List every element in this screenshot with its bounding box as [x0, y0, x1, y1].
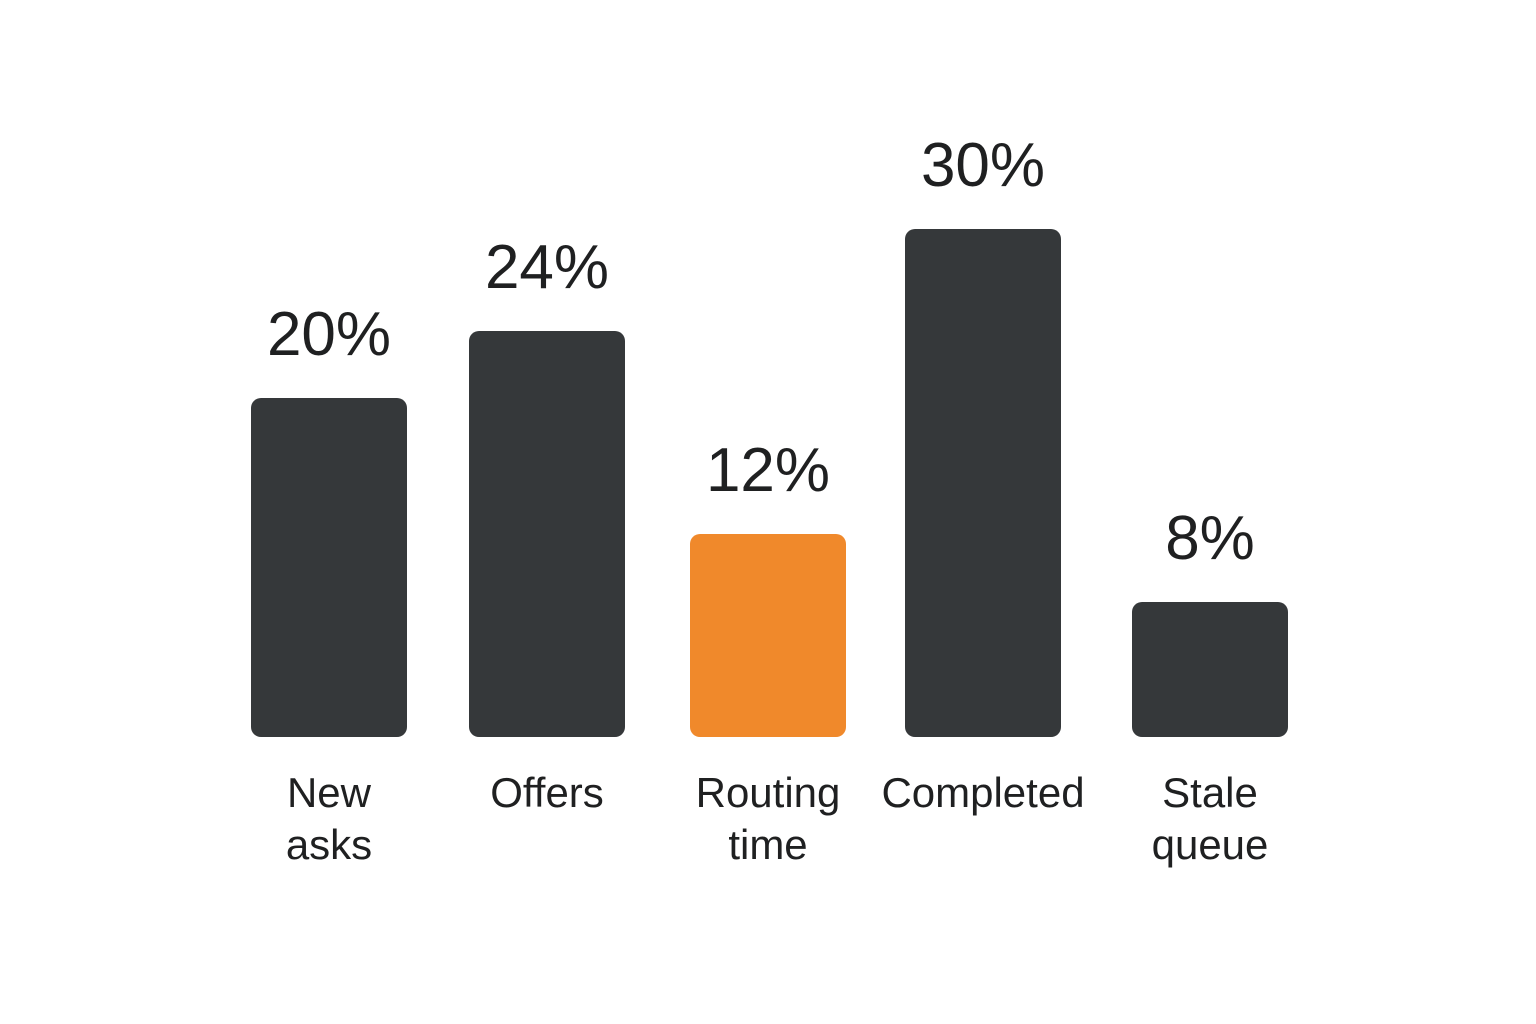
- bar: [1132, 601, 1288, 737]
- category-label: Routing time: [695, 769, 841, 868]
- value-label: 30%: [920, 131, 1046, 200]
- category-label: New asks: [285, 769, 373, 868]
- category-label: Offers: [490, 769, 604, 816]
- value-label: 20%: [266, 300, 392, 370]
- bar: [469, 330, 625, 737]
- category-label: Stale queue: [1151, 769, 1269, 868]
- bar: [905, 229, 1061, 737]
- value-label: 8%: [1165, 503, 1255, 573]
- bar: [690, 533, 846, 737]
- bar: [251, 398, 407, 737]
- value-label: 24%: [484, 232, 610, 302]
- category-label: Completed: [881, 769, 1085, 816]
- value-label: 12%: [705, 435, 831, 505]
